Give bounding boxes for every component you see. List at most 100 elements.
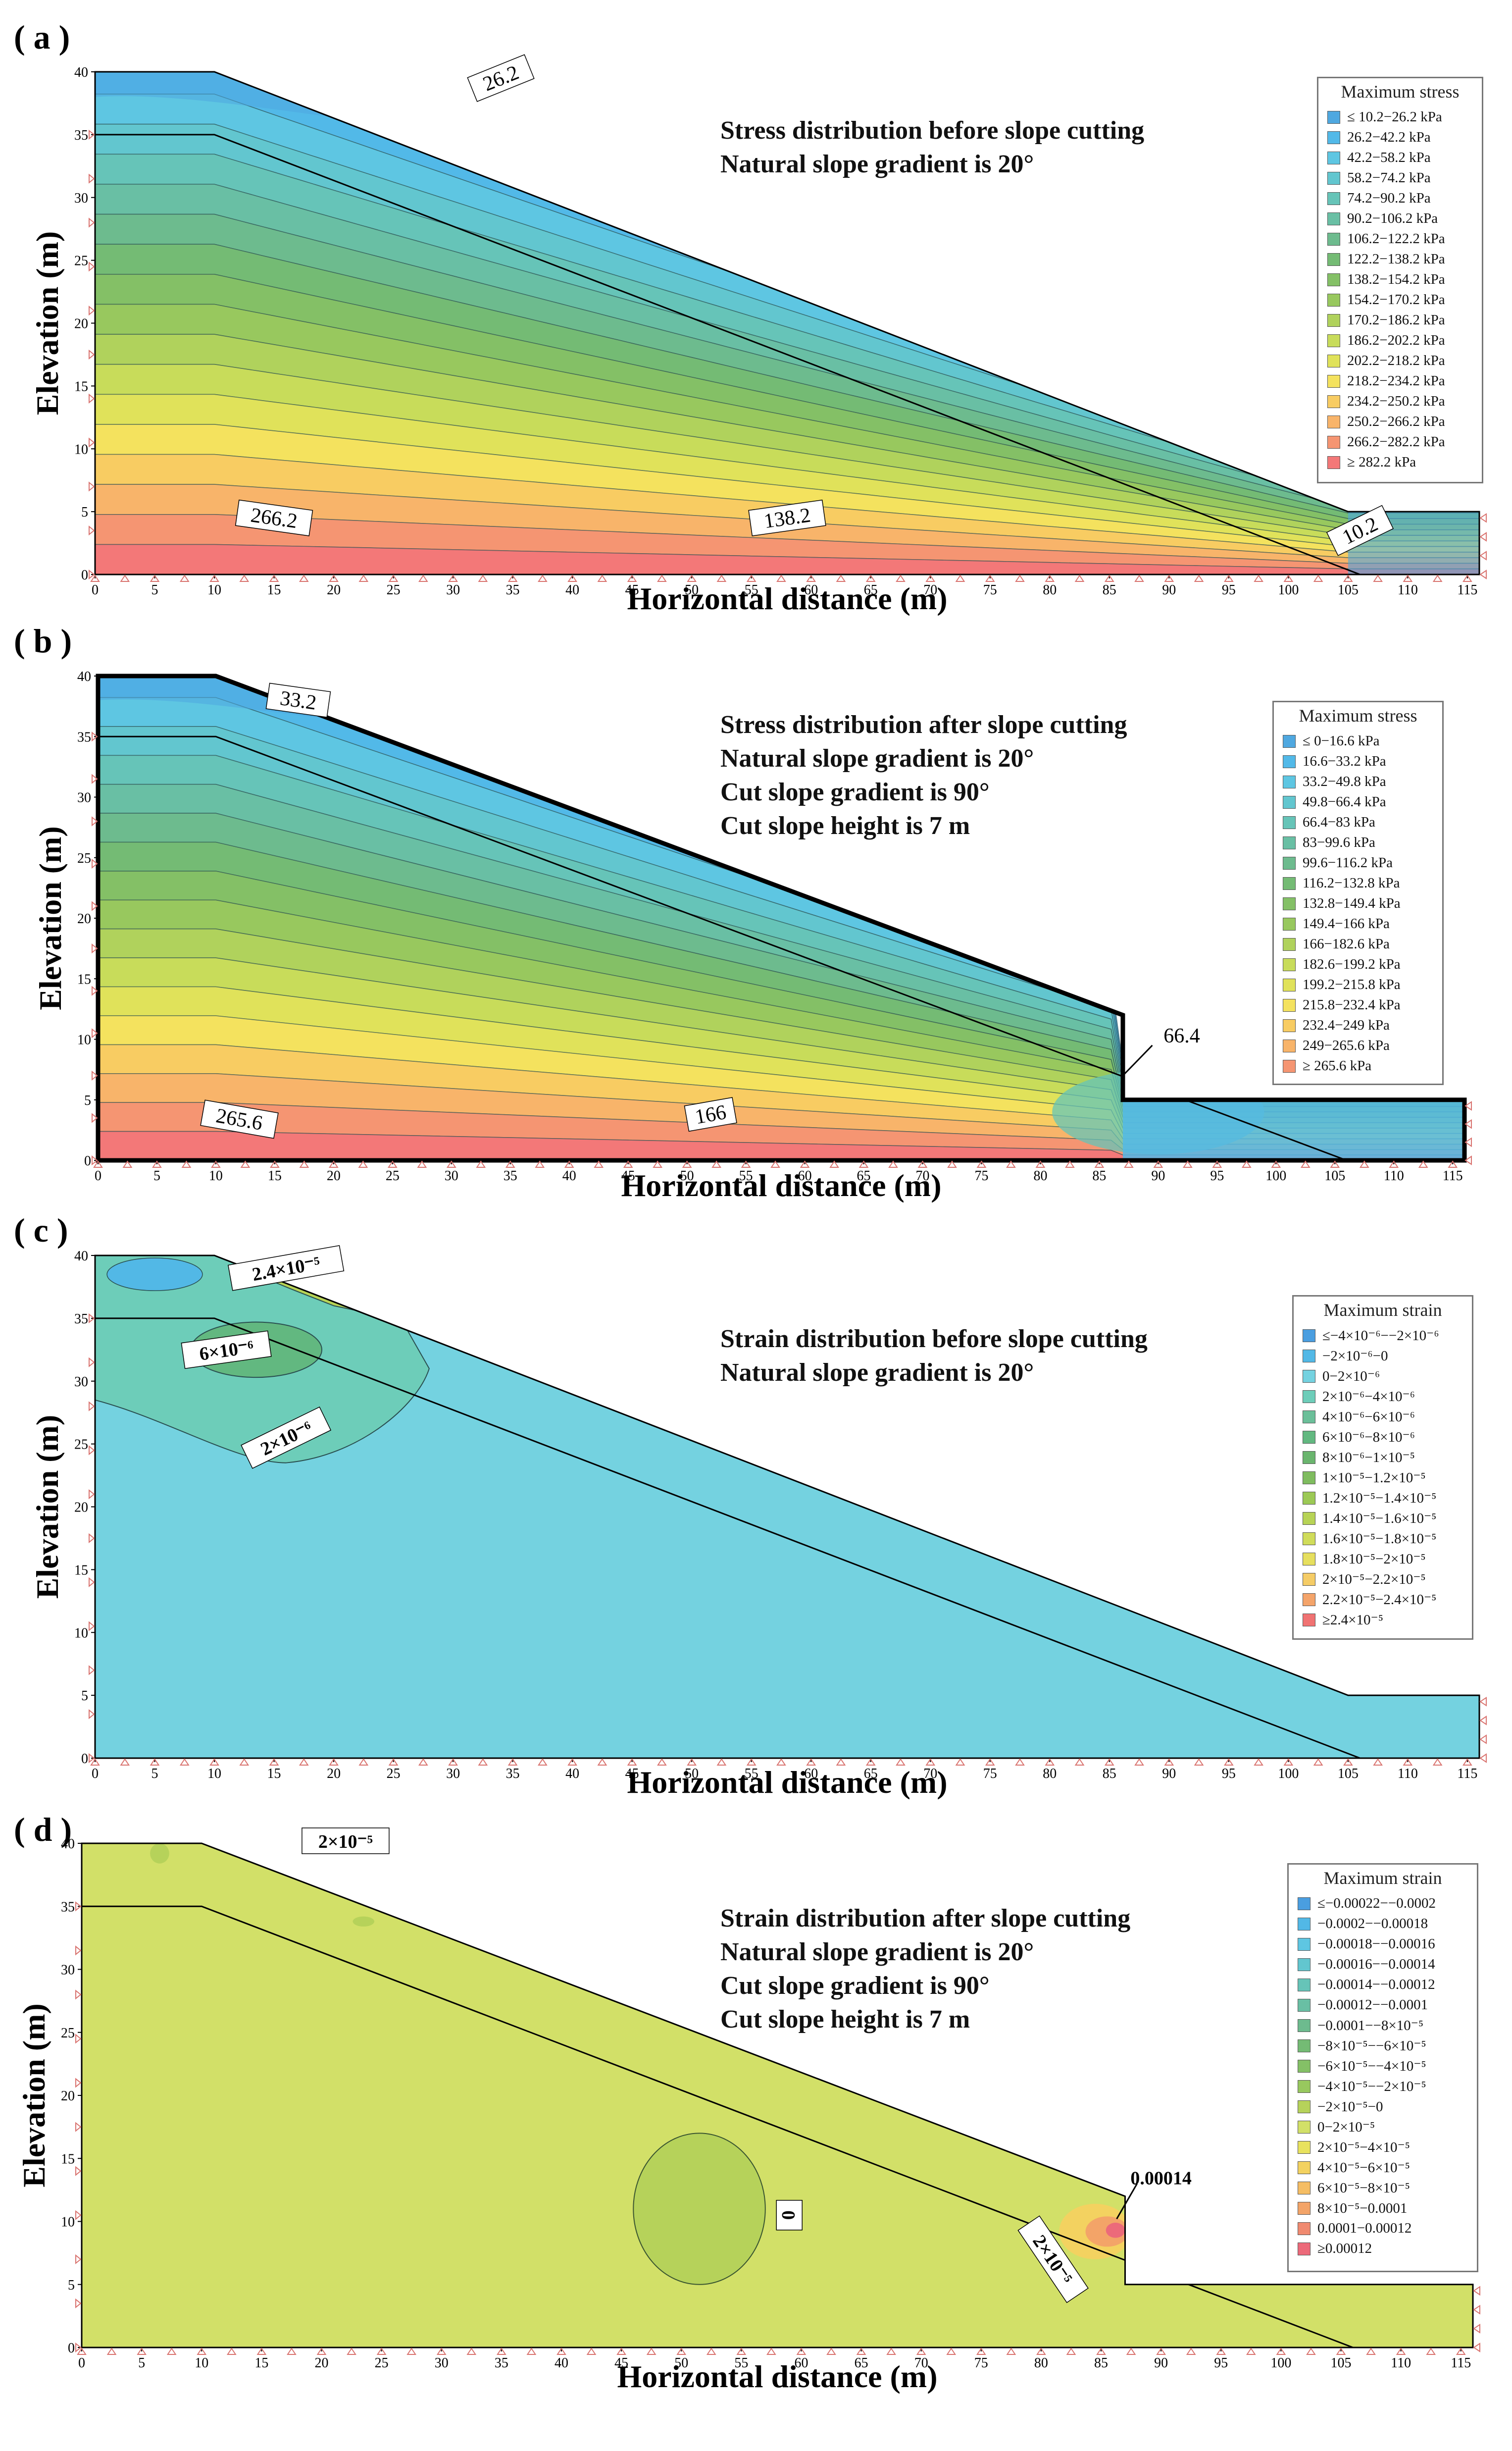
support-marker <box>1096 2347 1106 2355</box>
support-marker <box>1194 574 1204 582</box>
y-tick-label: 5 <box>84 1093 91 1108</box>
legend-item: 249−265.6 kPa <box>1274 1036 1442 1056</box>
x-tick-label: 85 <box>1103 582 1116 598</box>
support-marker <box>89 1357 95 1367</box>
x-tick-label: 115 <box>1457 582 1477 598</box>
support-marker <box>89 1401 95 1411</box>
legend-label: 170.2−186.2 kPa <box>1347 312 1445 328</box>
support-marker <box>1212 1160 1222 1168</box>
legend-swatch <box>1283 1059 1296 1073</box>
x-tick-label: 0 <box>95 1168 101 1184</box>
support-marker <box>179 574 190 582</box>
support-marker <box>627 1758 637 1766</box>
support-marker <box>89 349 95 360</box>
support-marker <box>1223 1758 1234 1766</box>
y-tick-label: 15 <box>74 1563 88 1578</box>
description-line: Strain distribution before slope cutting <box>720 1325 1148 1353</box>
legend-label: 0.0001−0.00012 <box>1317 2220 1412 2236</box>
legend-label: 186.2−202.2 kPa <box>1347 332 1445 348</box>
panel-label: ( d ) <box>14 1811 72 1848</box>
legend-label: ≥2.4×10⁻⁵ <box>1322 1612 1383 1628</box>
legend-label: 1×10⁻⁵−1.2×10⁻⁵ <box>1322 1470 1426 1486</box>
support-marker <box>448 1758 458 1766</box>
support-marker <box>239 574 250 582</box>
x-tick-label: 25 <box>375 2355 389 2371</box>
support-marker <box>75 2298 82 2309</box>
y-tick-label: 10 <box>74 1625 88 1641</box>
support-marker <box>594 1160 604 1168</box>
support-marker <box>1462 1758 1472 1766</box>
y-tick-label: 15 <box>61 2151 75 2167</box>
support-marker <box>1283 574 1294 582</box>
legend: Maximum strain ≤−0.00022−−0.0002 −0.0002−… <box>1287 1863 1478 2272</box>
legend-swatch <box>1327 253 1340 266</box>
support-marker <box>1164 1758 1174 1766</box>
support-marker <box>567 1758 578 1766</box>
support-marker <box>1104 574 1114 582</box>
x-tick-label: 65 <box>855 2355 868 2371</box>
support-marker <box>1015 574 1025 582</box>
legend-item: 186.2−202.2 kPa <box>1318 330 1482 351</box>
support-marker <box>507 1758 518 1766</box>
support-marker <box>496 2347 506 2355</box>
support-marker <box>886 2347 896 2355</box>
legend-title: Maximum stress <box>1299 706 1417 726</box>
slope-outline <box>96 674 1467 1163</box>
support-marker <box>564 1160 574 1168</box>
legend-swatch <box>1303 1552 1315 1565</box>
x-tick-label: 40 <box>554 2355 568 2371</box>
support-marker <box>358 1758 369 1766</box>
legend-swatch <box>1298 2100 1310 2113</box>
y-tick-label: 15 <box>74 379 88 394</box>
y-tick-label: 30 <box>77 790 91 806</box>
panel-label: ( a ) <box>14 18 70 56</box>
x-tick-label: 40 <box>565 1766 579 1781</box>
x-tick-label: 60 <box>798 1168 812 1184</box>
legend-swatch <box>1283 917 1296 931</box>
x-tick-label: 35 <box>495 2355 508 2371</box>
legend-swatch <box>1303 1390 1315 1403</box>
support-marker <box>776 574 786 582</box>
x-tick-label: 45 <box>625 582 639 598</box>
legend-item: 99.6−116.2 kPa <box>1274 853 1442 873</box>
legend-swatch <box>1327 293 1340 307</box>
support-marker <box>75 2254 82 2264</box>
support-marker <box>925 1758 936 1766</box>
x-tick-label: 90 <box>1162 1766 1176 1781</box>
support-marker <box>75 2342 82 2353</box>
contour-label: 0.00014 <box>1130 2168 1192 2189</box>
x-tick-label: 60 <box>794 2355 808 2371</box>
support-marker <box>1473 2323 1480 2334</box>
description-line: Natural slope gradient is 20° <box>720 744 1034 773</box>
legend-label: 16.6−33.2 kPa <box>1303 753 1386 769</box>
legend-swatch <box>1303 1349 1315 1362</box>
support-marker <box>1306 2347 1316 2355</box>
legend-item: 232.4−249 kPa <box>1274 1015 1442 1036</box>
support-marker <box>448 574 458 582</box>
support-marker <box>856 2347 866 2355</box>
legend-item: 234.2−250.2 kPa <box>1318 391 1482 412</box>
panel-label: ( b ) <box>14 622 72 660</box>
support-marker <box>299 1160 309 1168</box>
legend: Maximum stress ≤ 0−16.6 kPa 16.6−33.2 kPa… <box>1272 701 1444 1085</box>
legend-item: 6×10⁻⁵−8×10⁻⁵ <box>1289 2178 1477 2198</box>
x-tick-label: 25 <box>387 1766 401 1781</box>
support-marker <box>888 1160 898 1168</box>
legend-swatch <box>1283 856 1296 870</box>
contour-label: 6×10⁻⁶ <box>181 1330 272 1369</box>
legend-swatch <box>1298 2019 1310 2032</box>
contour-label-box <box>684 1097 737 1132</box>
layer-boundary <box>95 1317 1361 1758</box>
support-marker <box>92 986 98 996</box>
legend-swatch <box>1298 2140 1310 2154</box>
support-marker <box>1276 2347 1286 2355</box>
y-tick-label: 20 <box>74 1500 88 1515</box>
legend-label: ≤−4×10⁻⁶−−2×10⁻⁶ <box>1322 1328 1439 1344</box>
x-tick-label: 75 <box>974 2355 988 2371</box>
support-marker <box>418 1758 428 1766</box>
description-line: Natural slope gradient is 20° <box>720 1938 1034 1966</box>
support-marker <box>89 129 95 140</box>
y-axis-title: Elevation (m) <box>30 231 65 416</box>
legend-label: ≥0.00012 <box>1317 2241 1372 2256</box>
support-marker <box>535 1160 545 1168</box>
